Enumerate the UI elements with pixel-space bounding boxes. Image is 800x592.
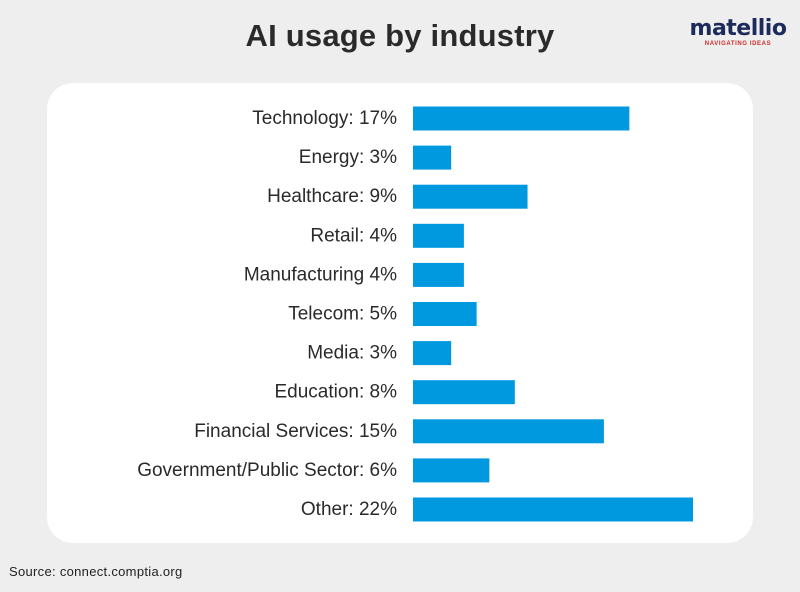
bar-row: Healthcare: 9% [267, 184, 528, 209]
source-note: Source: connect.comptia.org [9, 564, 183, 579]
bar-label: Healthcare: 9% [267, 186, 397, 207]
logo-tagline: NAVIGATING IDEAS [704, 41, 772, 47]
bar-label: Manufacturing 4% [244, 264, 397, 285]
bar-row: Financial Services: 15% [194, 419, 604, 444]
matellio-logo: matellio NAVIGATING IDEAS [684, 18, 792, 48]
bar-row: Retail: 4% [310, 223, 464, 248]
bar-label: Media: 3% [307, 343, 397, 364]
bar-row: Media: 3% [307, 341, 452, 366]
bar-label: Telecom: 5% [288, 304, 397, 325]
bar-label: Education: 8% [274, 382, 397, 403]
bar [413, 184, 528, 209]
bar-row: Telecom: 5% [288, 302, 477, 326]
chart-card: Technology: 17% Energy: 3% Healthcare: 9% R… [47, 83, 753, 543]
bar-label: Energy: 3% [299, 147, 397, 168]
chart-title: AI usage by industry [245, 18, 555, 53]
bar [413, 497, 693, 522]
bar [413, 302, 477, 326]
bar [413, 145, 452, 170]
bar-row: Other: 22% [301, 497, 693, 522]
bar-row: Energy: 3% [299, 145, 452, 170]
bar [413, 262, 464, 287]
bar [413, 223, 464, 248]
bar-chart: Technology: 17% Energy: 3% Healthcare: 9% R… [137, 106, 693, 522]
bar [413, 380, 515, 405]
logo-wordmark: matellio [689, 16, 787, 41]
bar-label: Government/Public Sector: 6% [137, 460, 397, 481]
bar-label: Technology: 17% [252, 108, 397, 129]
bar [413, 419, 604, 444]
bar [413, 341, 452, 366]
bar-row: Education: 8% [274, 380, 515, 405]
bar [413, 106, 630, 131]
bar-row: Manufacturing 4% [244, 262, 464, 287]
bar-row: Technology: 17% [252, 106, 630, 131]
bar [413, 458, 490, 483]
bar-row: Government/Public Sector: 6% [137, 458, 490, 483]
bar-label: Other: 22% [301, 499, 397, 520]
bar-label: Retail: 4% [310, 225, 397, 246]
bar-label: Financial Services: 15% [194, 421, 397, 442]
